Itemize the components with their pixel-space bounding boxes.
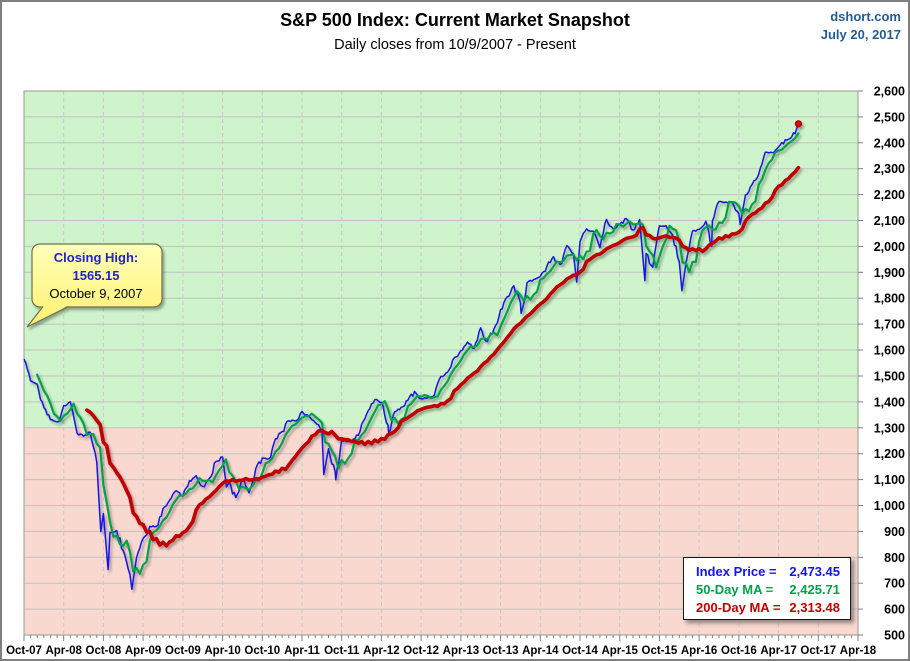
x-axis-label: Oct-14 bbox=[562, 645, 598, 657]
y-axis-labels: 500 600 700 800 900 1,000 1,100 1,200 1,300 1,400… bbox=[874, 85, 905, 643]
ma50-line bbox=[36, 132, 800, 575]
y-axis-label: 700 bbox=[884, 577, 905, 591]
x-axis-label: Apr-10 bbox=[204, 645, 240, 657]
axis-ticks bbox=[23, 90, 863, 641]
y-axis-label: 1,100 bbox=[874, 473, 905, 487]
x-axis-label: Oct-08 bbox=[86, 645, 122, 657]
legend-value: 2,473.45 bbox=[789, 564, 840, 579]
y-axis-label: 2,400 bbox=[874, 136, 905, 150]
x-axis-label: Oct-10 bbox=[244, 645, 280, 657]
x-axis-label: Apr-09 bbox=[125, 645, 161, 657]
ma200-line bbox=[85, 165, 801, 548]
y-axis-label: 2,300 bbox=[874, 162, 905, 176]
y-axis-label: 2,100 bbox=[874, 214, 905, 228]
legend-value: 2,313.48 bbox=[789, 600, 840, 615]
legend-row-200day-ma: 200-Day MA = 2,313.48 bbox=[696, 599, 840, 617]
x-axis-label: Apr-15 bbox=[601, 645, 638, 657]
y-axis-label: 600 bbox=[884, 603, 905, 617]
y-axis-label: 1,900 bbox=[874, 266, 905, 280]
x-axis-label: Oct-09 bbox=[165, 645, 201, 657]
source-block: dshort.com July 20, 2017 bbox=[821, 8, 901, 44]
y-axis-label: 500 bbox=[884, 629, 905, 643]
x-axis-label: Apr-18 bbox=[840, 645, 877, 657]
y-axis-label: 1,000 bbox=[874, 499, 905, 513]
y-axis-label: 2,200 bbox=[874, 188, 905, 202]
legend-value: 2,425.71 bbox=[789, 582, 840, 597]
series bbox=[23, 120, 803, 591]
x-axis-label: Oct-11 bbox=[324, 645, 360, 657]
y-axis-label: 1,600 bbox=[874, 344, 905, 358]
callout-value: 1565.15 bbox=[72, 268, 120, 283]
x-axis-label: Apr-13 bbox=[443, 645, 479, 657]
callout-shape bbox=[26, 243, 163, 328]
y-axis-label: 2,000 bbox=[874, 240, 905, 254]
background-zones bbox=[24, 91, 858, 635]
x-axis-labels: Oct-07 Apr-08 Oct-08 Apr-09 Oct-09 Apr-10 Oct-… bbox=[6, 645, 877, 657]
x-axis-label: Apr-16 bbox=[681, 645, 717, 657]
x-axis-label: Apr-08 bbox=[45, 645, 82, 657]
x-axis-label: Oct-12 bbox=[403, 645, 439, 657]
legend-row-index-price: Index Price = 2,473.45 bbox=[696, 563, 840, 581]
source-link[interactable]: dshort.com bbox=[830, 9, 901, 24]
source-date: July 20, 2017 bbox=[820, 27, 901, 42]
x-axis-label: Oct-13 bbox=[483, 645, 519, 657]
last-price-marker bbox=[794, 120, 803, 128]
x-axis-label: Apr-12 bbox=[363, 645, 399, 657]
y-axis-label: 1,700 bbox=[874, 318, 905, 332]
x-axis-label: Oct-16 bbox=[721, 645, 757, 657]
legend-label: 50-Day MA = bbox=[696, 582, 774, 597]
price-legend: Index Price = 2,473.45 50-Day MA = 2,425… bbox=[683, 557, 851, 620]
y-axis-label: 1,300 bbox=[874, 421, 905, 435]
legend-row-50day-ma: 50-Day MA = 2,425.71 bbox=[696, 581, 840, 599]
zone bbox=[24, 91, 858, 428]
callout-title: Closing High: bbox=[53, 250, 139, 265]
y-axis-label: 1,800 bbox=[874, 292, 905, 306]
legend-label: Index Price = bbox=[696, 564, 777, 579]
x-axis-label: Apr-11 bbox=[284, 645, 320, 657]
x-axis-label: Apr-17 bbox=[760, 645, 796, 657]
x-axis-label: Oct-15 bbox=[642, 645, 678, 657]
x-axis-label: Apr-14 bbox=[522, 645, 559, 657]
x-axis-label: Oct-07 bbox=[6, 645, 42, 657]
legend-label: 200-Day MA = bbox=[696, 600, 781, 615]
y-axis-label: 1,200 bbox=[874, 447, 905, 461]
closing-high-callout: Closing High: 1565.15 October 9, 2007 bbox=[30, 249, 162, 303]
y-axis-label: 1,500 bbox=[874, 370, 905, 384]
x-axis-label: Oct-17 bbox=[800, 645, 836, 657]
y-axis-label: 1,400 bbox=[874, 395, 905, 409]
callout-date: October 9, 2007 bbox=[49, 286, 143, 301]
page-title: S&P 500 Index: Current Market Snapshot bbox=[280, 10, 630, 30]
y-axis-label: 2,500 bbox=[874, 110, 905, 124]
y-axis-label: 2,600 bbox=[874, 85, 905, 99]
page-subtitle: Daily closes from 10/9/2007 - Present bbox=[334, 37, 576, 53]
y-axis-label: 800 bbox=[884, 551, 905, 565]
y-axis-label: 900 bbox=[884, 525, 905, 539]
